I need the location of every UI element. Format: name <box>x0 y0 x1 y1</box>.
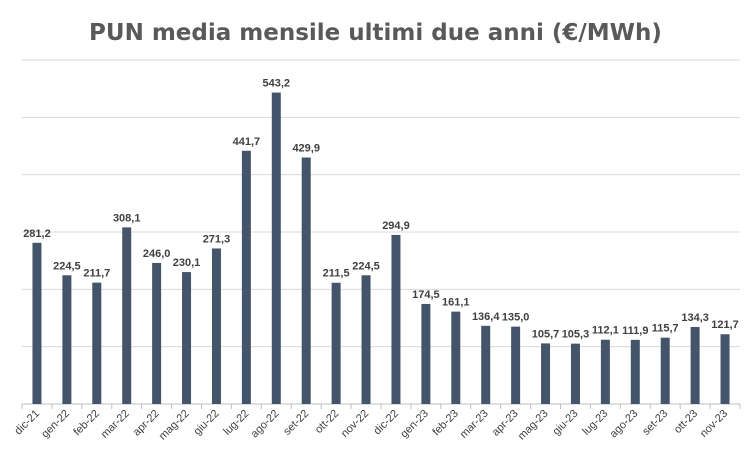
x-tick-label: gen-23 <box>398 408 431 441</box>
value-labels: 281,2224,5211,7308,1246,0230,1271,3441,7… <box>23 78 739 341</box>
data-label: 136,4 <box>472 311 500 323</box>
bar <box>241 150 251 404</box>
data-label: 308,1 <box>113 212 141 224</box>
data-label: 211,7 <box>83 268 110 280</box>
x-tick-label: gen-22 <box>39 408 72 441</box>
x-tick-label: mar-22 <box>99 408 132 441</box>
x-tick-label: feb-22 <box>71 408 102 439</box>
x-tick-label: ott-22 <box>313 408 341 436</box>
bar <box>511 326 521 404</box>
x-tick-label: lug-23 <box>580 408 610 438</box>
data-label: 271,3 <box>203 233 231 245</box>
bar <box>361 275 371 404</box>
data-label: 230,1 <box>173 257 201 269</box>
bar <box>720 334 730 404</box>
bar <box>62 275 72 404</box>
x-tick-label: set-22 <box>281 408 311 438</box>
x-tick-label: ott-23 <box>672 408 700 436</box>
x-tick-label: ago-23 <box>608 408 641 441</box>
data-label: 115,7 <box>652 323 679 335</box>
data-label: 281,2 <box>23 228 51 240</box>
x-tick-label: mag-23 <box>516 408 551 443</box>
x-tick-label: nov-23 <box>698 408 730 440</box>
x-tick-label: set-23 <box>640 408 670 438</box>
data-label: 134,3 <box>681 312 709 324</box>
data-label: 224,5 <box>53 260 81 272</box>
data-label: 441,7 <box>233 136 261 148</box>
data-label: 543,2 <box>263 78 291 90</box>
x-tick-label: nov-22 <box>339 408 371 440</box>
bar <box>421 303 431 404</box>
data-label: 174,5 <box>412 289 440 301</box>
bar <box>331 282 341 404</box>
data-label: 246,0 <box>143 248 171 260</box>
bar <box>92 282 102 404</box>
data-label: 105,7 <box>532 328 560 340</box>
x-tick-label: lug-22 <box>221 408 251 438</box>
bar <box>301 157 311 404</box>
bar <box>152 262 162 404</box>
bar <box>211 248 221 404</box>
x-tick-label: giu-23 <box>550 408 580 438</box>
x-tick-label: dic-21 <box>12 408 42 438</box>
x-tick-label: giu-22 <box>191 408 221 438</box>
data-label: 429,9 <box>292 143 320 155</box>
bar <box>570 343 580 404</box>
data-label: 211,5 <box>323 268 350 280</box>
bar <box>391 234 401 404</box>
bar <box>600 339 610 404</box>
bar <box>182 272 192 404</box>
bar <box>541 343 551 404</box>
x-tick-label: feb-23 <box>430 408 461 439</box>
bar <box>481 325 491 404</box>
bar <box>32 242 42 404</box>
bars <box>32 92 730 404</box>
x-tick-label: mar-23 <box>458 408 491 441</box>
data-label: 112,1 <box>592 325 619 337</box>
x-tick-label: dic-22 <box>371 408 401 438</box>
bar <box>630 339 640 404</box>
chart-title: PUN media mensile ultimi due anni (€/MWh… <box>89 20 662 46</box>
bar <box>660 337 670 404</box>
bar <box>122 227 132 404</box>
data-label: 135,0 <box>502 312 530 324</box>
data-label: 224,5 <box>352 260 380 272</box>
bar <box>271 92 281 404</box>
data-label: 105,3 <box>562 329 590 341</box>
bar <box>690 327 700 404</box>
x-tick-label: mag-22 <box>157 408 192 443</box>
data-label: 121,7 <box>711 319 739 331</box>
gridlines <box>21 59 741 409</box>
data-label: 161,1 <box>442 297 470 309</box>
data-label: 111,9 <box>622 325 648 337</box>
data-label: 294,9 <box>382 220 410 232</box>
x-tick-label: ago-22 <box>249 408 282 441</box>
bar <box>451 311 461 404</box>
